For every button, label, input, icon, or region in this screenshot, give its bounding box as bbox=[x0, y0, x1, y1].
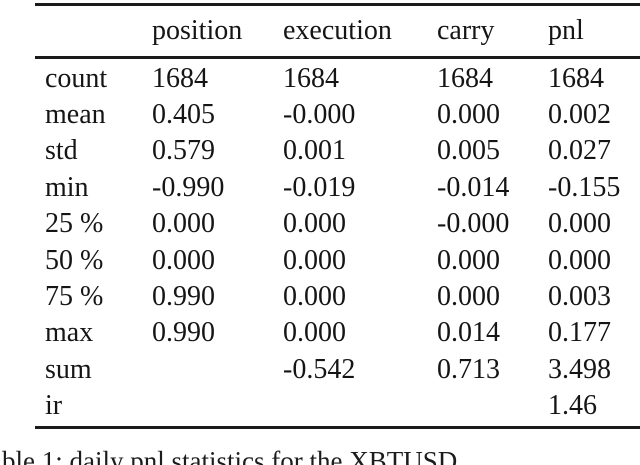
cell-min-carry: -0.014 bbox=[437, 171, 510, 203]
cell-min-pnl: -0.155 bbox=[548, 171, 621, 203]
cell-max-carry: 0.014 bbox=[437, 317, 500, 349]
table-row-50pct: 50 % 0.000 0.000 0.000 0.000 bbox=[35, 242, 640, 278]
column-header-execution: execution bbox=[283, 15, 392, 46]
cell-75pct-pnl: 0.003 bbox=[548, 281, 611, 313]
table-mid-rule bbox=[35, 56, 640, 59]
table-row-std: std 0.579 0.001 0.005 0.027 bbox=[35, 133, 640, 169]
cell-50pct-execution: 0.000 bbox=[283, 244, 346, 276]
table-caption-clipped: ble 1: daily pnl statistics for the XBTU… bbox=[2, 446, 458, 465]
cell-mean-execution: -0.000 bbox=[283, 99, 356, 131]
table-body: count 1684 1684 1684 1684 mean 0.405 -0.… bbox=[35, 59, 640, 427]
table-bottom-rule bbox=[35, 426, 640, 430]
table-row-75pct: 75 % 0.990 0.000 0.000 0.003 bbox=[35, 279, 640, 315]
table-top-rule bbox=[35, 3, 640, 6]
cell-count-execution: 1684 bbox=[283, 62, 339, 94]
cell-25pct-position: 0.000 bbox=[152, 208, 215, 240]
cell-min-position: -0.990 bbox=[152, 171, 225, 203]
cell-max-execution: 0.000 bbox=[283, 317, 346, 349]
cell-75pct-execution: 0.000 bbox=[283, 281, 346, 313]
cell-count-position: 1684 bbox=[152, 62, 208, 94]
table-row-min: min -0.990 -0.019 -0.014 -0.155 bbox=[35, 170, 640, 206]
cell-count-carry: 1684 bbox=[437, 62, 493, 94]
row-label: mean bbox=[45, 99, 106, 131]
table-row-mean: mean 0.405 -0.000 0.000 0.002 bbox=[35, 97, 640, 133]
table-row-sum: sum -0.542 0.713 3.498 bbox=[35, 352, 640, 388]
table-row-ir: ir 1.46 bbox=[35, 388, 640, 424]
row-label: 25 % bbox=[45, 208, 104, 240]
row-label: ir bbox=[45, 390, 63, 422]
cell-25pct-pnl: 0.000 bbox=[548, 208, 611, 240]
row-label: count bbox=[45, 62, 108, 94]
column-header-position: position bbox=[152, 15, 243, 46]
statistics-table: position execution carry pnl count 1684 … bbox=[35, 3, 640, 430]
cell-min-execution: -0.019 bbox=[283, 171, 356, 203]
cell-std-execution: 0.001 bbox=[283, 135, 346, 167]
cell-std-carry: 0.005 bbox=[437, 135, 500, 167]
column-header-carry: carry bbox=[437, 15, 495, 46]
table-row-max: max 0.990 0.000 0.014 0.177 bbox=[35, 315, 640, 351]
cell-75pct-carry: 0.000 bbox=[437, 281, 500, 313]
cell-ir-pnl: 1.46 bbox=[548, 390, 597, 422]
column-header-pnl: pnl bbox=[548, 15, 584, 46]
cell-50pct-carry: 0.000 bbox=[437, 244, 500, 276]
cell-mean-pnl: 0.002 bbox=[548, 99, 611, 131]
cell-std-pnl: 0.027 bbox=[548, 135, 611, 167]
row-label: 75 % bbox=[45, 281, 104, 313]
cell-sum-execution: -0.542 bbox=[283, 353, 356, 385]
table-row-25pct: 25 % 0.000 0.000 -0.000 0.000 bbox=[35, 206, 640, 242]
cell-sum-pnl: 3.498 bbox=[548, 353, 611, 385]
cell-max-position: 0.990 bbox=[152, 317, 215, 349]
cell-count-pnl: 1684 bbox=[548, 62, 604, 94]
cell-mean-carry: 0.000 bbox=[437, 99, 500, 131]
cell-75pct-position: 0.990 bbox=[152, 281, 215, 313]
cell-25pct-execution: 0.000 bbox=[283, 208, 346, 240]
cell-50pct-position: 0.000 bbox=[152, 244, 215, 276]
cell-25pct-carry: -0.000 bbox=[437, 208, 510, 240]
row-label: sum bbox=[45, 353, 92, 385]
cell-max-pnl: 0.177 bbox=[548, 317, 611, 349]
row-label: min bbox=[45, 171, 89, 203]
cell-50pct-pnl: 0.000 bbox=[548, 244, 611, 276]
table-header-row: position execution carry pnl bbox=[35, 6, 640, 56]
row-label: max bbox=[45, 317, 94, 349]
cell-sum-carry: 0.713 bbox=[437, 353, 500, 385]
cell-std-position: 0.579 bbox=[152, 135, 215, 167]
row-label: 50 % bbox=[45, 244, 104, 276]
cell-mean-position: 0.405 bbox=[152, 99, 215, 131]
row-label: std bbox=[45, 135, 78, 167]
table-row-count: count 1684 1684 1684 1684 bbox=[35, 61, 640, 97]
